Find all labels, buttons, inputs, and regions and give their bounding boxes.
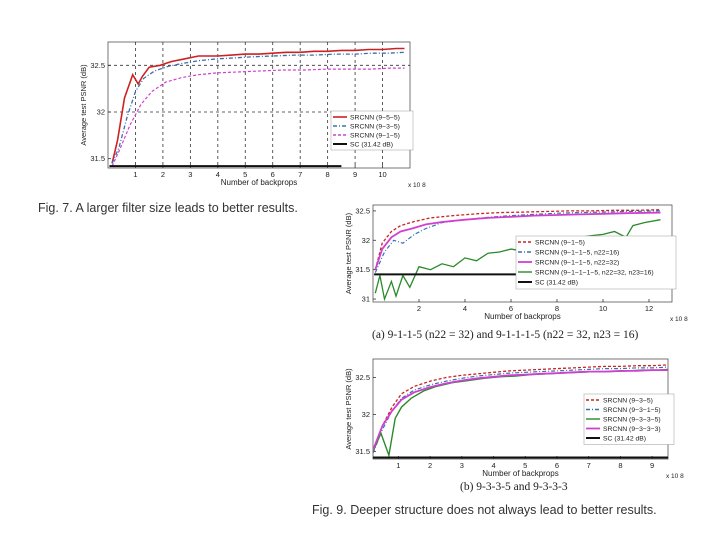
fig7-xtick-label-1: 2 — [161, 170, 165, 179]
fig9a-ylabel: Average test PSNR (dB) — [344, 212, 353, 294]
fig9b-legend: SRCNN (9−3−5) SRCNN (9−3−1−5) SRCNN (9−3−3… — [583, 393, 675, 445]
fig9a-xtick-label-1: 4 — [463, 304, 467, 313]
fig9a-legend-label-0: SRCNN (9−1−5) — [535, 240, 585, 247]
fig9a-x-multiplier: x 10 8 — [670, 316, 688, 323]
fig9b-ytick-label-1: 32 — [362, 410, 370, 419]
fig9b-xlabel: Number of backprops — [482, 469, 558, 478]
fig7-series-line-1 — [111, 51, 405, 164]
fig9b-xtick-label-6: 7 — [587, 461, 591, 470]
fig7-xtick-label-3: 4 — [216, 170, 220, 179]
fig9b-series-line-3 — [373, 369, 668, 451]
fig9a-legend-box — [515, 235, 677, 290]
fig7-series-line-0 — [111, 47, 405, 164]
fig9b-legend-label-4: SC (31.42 dB) — [603, 436, 646, 443]
fig9a-xtick-label-5: 12 — [645, 304, 653, 313]
fig7-xlabel: Number of backprops — [221, 178, 297, 187]
fig9a-ytick-label-1: 31.5 — [355, 265, 370, 274]
fig9a-legend: SRCNN (9−1−5) SRCNN (9−1−1−5, n22=16) SRCN… — [515, 235, 677, 290]
fig7-xtick-label-6: 7 — [298, 170, 302, 179]
fig9b-legend-label-1: SRCNN (9−3−1−5) — [603, 407, 661, 414]
fig9a-xlabel: Number of backprops — [484, 312, 560, 321]
fig7-ylabel: Average test PSNR (dB) — [79, 64, 88, 146]
fig7-plot: 1 2 3 4 5 6 7 8 9 10 31.5 32 32.5 Number of backprops… — [79, 41, 426, 189]
fig9b-ytick-label-0: 31.5 — [355, 447, 370, 456]
fig7-xtick-label-5: 6 — [271, 170, 275, 179]
fig7-xtick-label-9: 10 — [378, 170, 386, 179]
fig9a-xtick-label-4: 10 — [599, 304, 607, 313]
fig9a-legend-label-2: SRCNN (9−1−1−5, n22=32) — [535, 260, 619, 267]
fig9b-caption: (b) 9-3-3-5 and 9-3-3-3 — [460, 481, 568, 493]
fig9b-xtick-label-1: 2 — [428, 461, 432, 470]
fig7-legend-label-3: SC (31.42 dB) — [350, 142, 393, 149]
fig9b-series-line-0 — [373, 364, 668, 452]
fig7-legend-label-2: SRCNN (9−1−5) — [350, 133, 400, 140]
fig7-ytick-label-2: 32.5 — [90, 61, 105, 70]
fig9a-legend-label-4: SC (31.42 dB) — [535, 280, 578, 287]
fig7-legend-label-1: SRCNN (9−3−5) — [350, 124, 400, 131]
fig9a-series-line-0 — [374, 209, 661, 270]
fig7-caption: Fig. 7. A larger filter size leads to be… — [38, 201, 298, 215]
fig7-xtick-label-4: 5 — [243, 170, 247, 179]
fig9a-xtick-label-0: 2 — [417, 304, 421, 313]
fig9a-xtick-label-3: 8 — [555, 304, 559, 313]
fig7-legend-label-0: SRCNN (9−5−5) — [350, 115, 400, 122]
fig7-ytick-label-0: 31.5 — [90, 154, 105, 163]
fig9b-xtick-label-8: 9 — [650, 461, 654, 470]
fig7-series-line-2 — [111, 67, 405, 167]
fig9b-xtick-label-5: 6 — [555, 461, 559, 470]
fig9a-legend-label-1: SRCNN (9−1−1−5, n22=16) — [535, 250, 619, 257]
fig9a-series-line-2 — [374, 211, 661, 270]
fig7-ytick-label-1: 32 — [97, 108, 105, 117]
fig9a-plot: 2 4 6 8 10 12 31 31.5 32 32.5 Number of backprops A… — [344, 204, 688, 323]
fig9-caption: Fig. 9. Deeper structure does not always… — [312, 503, 657, 517]
fig7-xtick-label-0: 1 — [133, 170, 137, 179]
fig9b-xtick-label-3: 4 — [491, 461, 495, 470]
fig9b-ytick-label-2: 32.5 — [355, 373, 370, 382]
fig9a-ytick-label-3: 32.5 — [355, 206, 370, 215]
fig9a-ytick-label-2: 32 — [362, 236, 370, 245]
fig9a-xtick-label-2: 6 — [509, 304, 513, 313]
fig9b-xtick-label-7: 8 — [618, 461, 622, 470]
fig9b-legend-label-0: SRCNN (9−3−5) — [603, 398, 653, 405]
fig9a-series-line-3 — [374, 219, 661, 302]
fig9b-xtick-label-0: 1 — [396, 461, 400, 470]
fig7-legend: SRCNN (9−5−5) SRCNN (9−3−5) SRCNN (9−1−5) S… — [330, 110, 414, 151]
fig7-xtick-label-2: 3 — [188, 170, 192, 179]
fig7-xtick-label-7: 8 — [326, 170, 330, 179]
fig9a-ytick-label-0: 31 — [362, 295, 370, 304]
fig9b-series-line-1 — [373, 366, 668, 454]
fig9b-legend-label-3: SRCNN (9−3−3−3) — [603, 426, 661, 433]
fig7-x-multiplier: x 10 8 — [408, 182, 426, 189]
fig7-axes-frame — [107, 41, 411, 169]
fig9b-xtick-label-2: 3 — [460, 461, 464, 470]
fig9b-legend-label-2: SRCNN (9−3−3−5) — [603, 417, 661, 424]
fig9a-caption: (a) 9-1-1-5 (n22 = 32) and 9-1-1-1-5 (n2… — [372, 329, 639, 341]
fig9b-xtick-label-4: 5 — [523, 461, 527, 470]
fig9b-plot: 1 2 3 4 5 6 7 8 9 31.5 32 32.5 Number of backprops Av… — [344, 358, 684, 480]
fig9b-x-multiplier: x 10 8 — [666, 473, 684, 480]
fig9a-legend-label-3: SRCNN (9−1−1−1−5, n22=32, n23=16) — [535, 270, 654, 277]
fig9b-ylabel: Average test PSNR (dB) — [344, 368, 353, 450]
fig7-xtick-label-8: 9 — [353, 170, 357, 179]
